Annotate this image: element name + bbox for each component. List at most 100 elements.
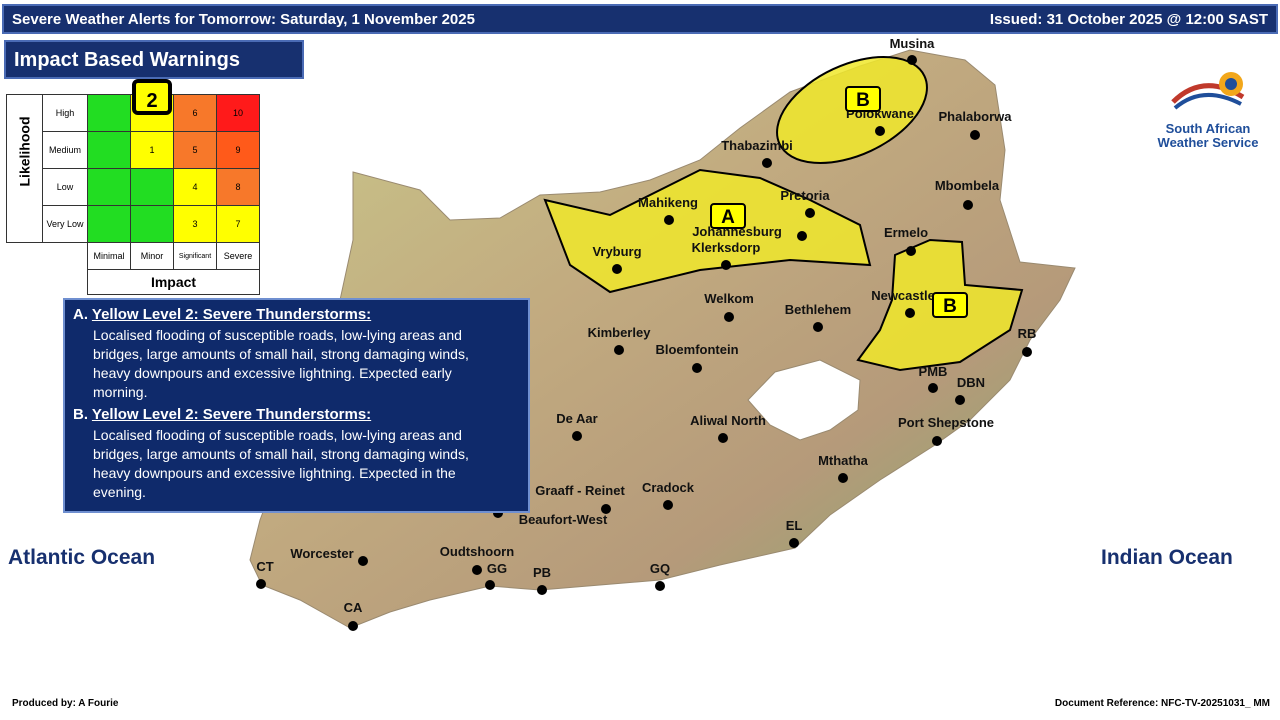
place-label: CA	[344, 600, 363, 615]
place-label: Ermelo	[884, 225, 928, 240]
place-dot	[485, 580, 495, 590]
matrix-blank	[7, 270, 88, 295]
place-label: GQ	[650, 561, 670, 576]
place-dot	[905, 308, 915, 318]
place-label: Mbombela	[935, 178, 1000, 193]
cell-label: 9	[235, 145, 241, 155]
place-label: Klerksdorp	[692, 240, 761, 255]
matrix-row: Likelihood High 2 6 10	[6, 79, 260, 243]
impact-level: Significant	[173, 242, 217, 270]
warning-heading: Yellow Level 2: Severe Thunderstorms:	[91, 406, 372, 423]
cell-label: 6	[192, 108, 198, 118]
matrix-cell: 8	[216, 168, 260, 206]
region-badge	[710, 203, 746, 229]
matrix-row: Low 4 8	[7, 168, 260, 206]
likelihood-level: High	[42, 94, 88, 132]
place-dot	[612, 264, 622, 274]
place-label: Mthatha	[818, 453, 869, 468]
matrix-cell	[130, 168, 174, 206]
matrix-cell: 4	[173, 168, 217, 206]
likelihood-label: Likelihood	[6, 94, 43, 243]
place-dot	[1022, 347, 1032, 357]
region-label: A	[721, 207, 735, 228]
logo-text: South African Weather Service	[1157, 121, 1259, 150]
place-label: PMB	[919, 364, 948, 379]
matrix-cell: 9	[216, 131, 260, 169]
place-dot	[663, 500, 673, 510]
place-label: Kimberley	[588, 325, 652, 340]
place-label: Vryburg	[592, 244, 641, 259]
place-dot	[813, 322, 823, 332]
footer-reference: Document Reference: NFC-TV-20251031_ MM	[1054, 698, 1270, 709]
place-dot	[970, 130, 980, 140]
warning-title: B. Yellow Level 2: Severe Thunderstorms:	[73, 406, 520, 423]
place-label: Bloemfontein	[655, 342, 738, 357]
warnings-box: A. Yellow Level 2: Severe Thunderstorms:…	[63, 298, 530, 513]
place-dot	[907, 55, 917, 65]
cell-label: 10	[232, 108, 243, 118]
matrix-cell: 5	[173, 131, 217, 169]
matrix-cell	[87, 131, 131, 169]
header-bar: Severe Weather Alerts for Tomorrow: Satu…	[2, 4, 1278, 34]
place-label: RB	[1018, 326, 1037, 341]
matrix-table: Likelihood High 2 6 10 Medium 1 5 9 Low 4 8 Very Low…	[6, 79, 260, 295]
region-badge	[845, 86, 881, 112]
place-dot	[805, 208, 815, 218]
cell-label: 8	[235, 182, 241, 192]
logo: South African Weather Service	[1148, 62, 1268, 150]
place-dot	[256, 579, 266, 589]
place-label: GG	[487, 561, 507, 576]
matrix-cell	[130, 205, 174, 243]
region-a	[543, 168, 872, 294]
place-dot	[655, 581, 665, 591]
warning-text: Localised flooding of susceptible roads,…	[93, 427, 469, 500]
place-label: PB	[533, 565, 551, 580]
place-label: Port Shepstone	[898, 415, 994, 430]
region-label: B	[856, 90, 870, 111]
place-label: Thabazimbi	[721, 138, 793, 153]
header-title: Severe Weather Alerts for Tomorrow: Satu…	[12, 11, 475, 28]
matrix-cell: 6	[173, 94, 217, 132]
place-label: De Aar	[556, 411, 597, 426]
risk-matrix: Likelihood High 2 6 10 Medium 1 5 9 Low 4 8 Very Low…	[6, 79, 260, 295]
warning-text: Localised flooding of susceptible roads,…	[93, 327, 469, 400]
matrix-blank	[7, 243, 88, 270]
issued: Issued: 31 October 2025 @ 12:00 SAST	[989, 11, 1268, 28]
logo-mark	[1171, 72, 1245, 110]
impact-level: Minimal	[87, 242, 131, 270]
place-dot	[601, 504, 611, 514]
ocean-label: Indian Ocean	[1101, 546, 1233, 569]
place-dot	[963, 200, 973, 210]
cell-label: 5	[192, 145, 198, 155]
place-dot	[358, 556, 368, 566]
likelihood-level: Very Low	[42, 205, 88, 243]
place-dot	[789, 538, 799, 548]
place-dot	[348, 621, 358, 631]
matrix-cell	[87, 168, 131, 206]
place-label: Phalaborwa	[939, 109, 1013, 124]
place-dot	[928, 383, 938, 393]
warning-heading: Yellow Level 2: Severe Thunderstorms:	[91, 306, 372, 323]
place-dot	[572, 431, 582, 441]
place-label: CT	[256, 559, 273, 574]
likelihood-level: Medium	[42, 131, 88, 169]
place-dot	[838, 473, 848, 483]
panel-title: Impact Based Warnings	[4, 40, 304, 79]
impact-row: Minimal Minor Significant Severe	[7, 242, 260, 270]
place-label: Oudtshoorn	[440, 544, 514, 559]
warning-letter: A.	[73, 306, 88, 323]
place-dot	[762, 158, 772, 168]
cell-label: 7	[235, 219, 241, 229]
place-dot	[614, 345, 624, 355]
place-label: Pretoria	[780, 188, 830, 203]
warning-title: A. Yellow Level 2: Severe Thunderstorms:	[73, 306, 520, 323]
likelihood-level: Low	[42, 168, 88, 206]
place-dot	[906, 246, 916, 256]
current-level: 2	[132, 79, 172, 115]
place-dot	[472, 565, 482, 575]
place-dot	[692, 363, 702, 373]
warning-letter: B.	[73, 406, 88, 423]
place-label: Welkom	[704, 291, 754, 306]
region-badge	[932, 292, 968, 318]
